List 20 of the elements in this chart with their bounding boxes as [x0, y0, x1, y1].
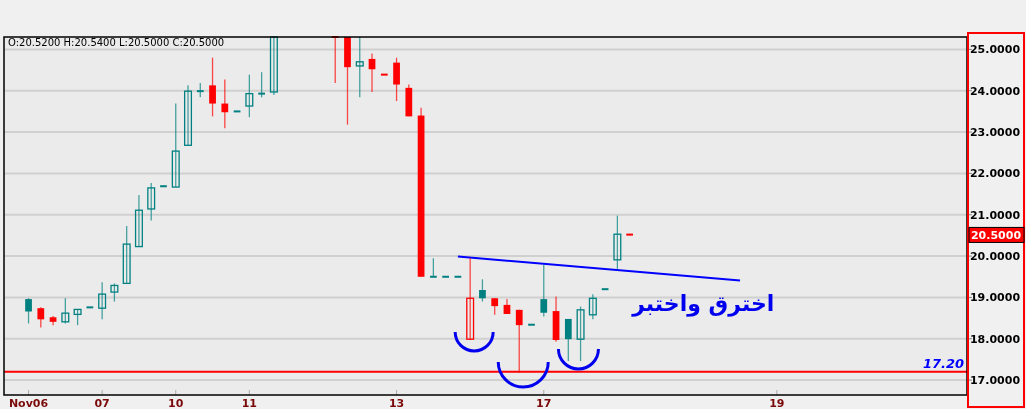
y-tick-label: 25.0000	[969, 43, 1021, 57]
x-tick-label: 13	[388, 397, 405, 409]
x-tick-label: 19	[769, 397, 785, 409]
x-tick-label: 11	[241, 397, 258, 409]
y-tick-label: 19.0000	[969, 291, 1021, 305]
y-tick-label: 21.0000	[969, 208, 1021, 222]
x-tick-label: 17	[536, 397, 552, 409]
y-tick-label: 23.0000	[969, 126, 1021, 140]
x-tick-label: 10	[168, 397, 184, 409]
x-tick-label: 07	[94, 397, 110, 409]
y-tick-label: 24.0000	[969, 84, 1021, 98]
annotation: اخترق واختبر	[631, 291, 775, 317]
ref-line-label: 17.20	[922, 355, 964, 371]
annotation: O:20.5200 H:20.5400 L:20.5000 C:20.5000	[8, 37, 225, 48]
last-price: 20.5000	[968, 226, 1025, 243]
y-tick-label: 20.0000	[969, 250, 1021, 264]
y-tick-label: 18.0000	[969, 332, 1021, 346]
y-tick-label: 17.0000	[969, 374, 1021, 388]
x-tick-label: Nov06	[8, 397, 49, 409]
y-tick-label: 22.0000	[969, 167, 1021, 181]
